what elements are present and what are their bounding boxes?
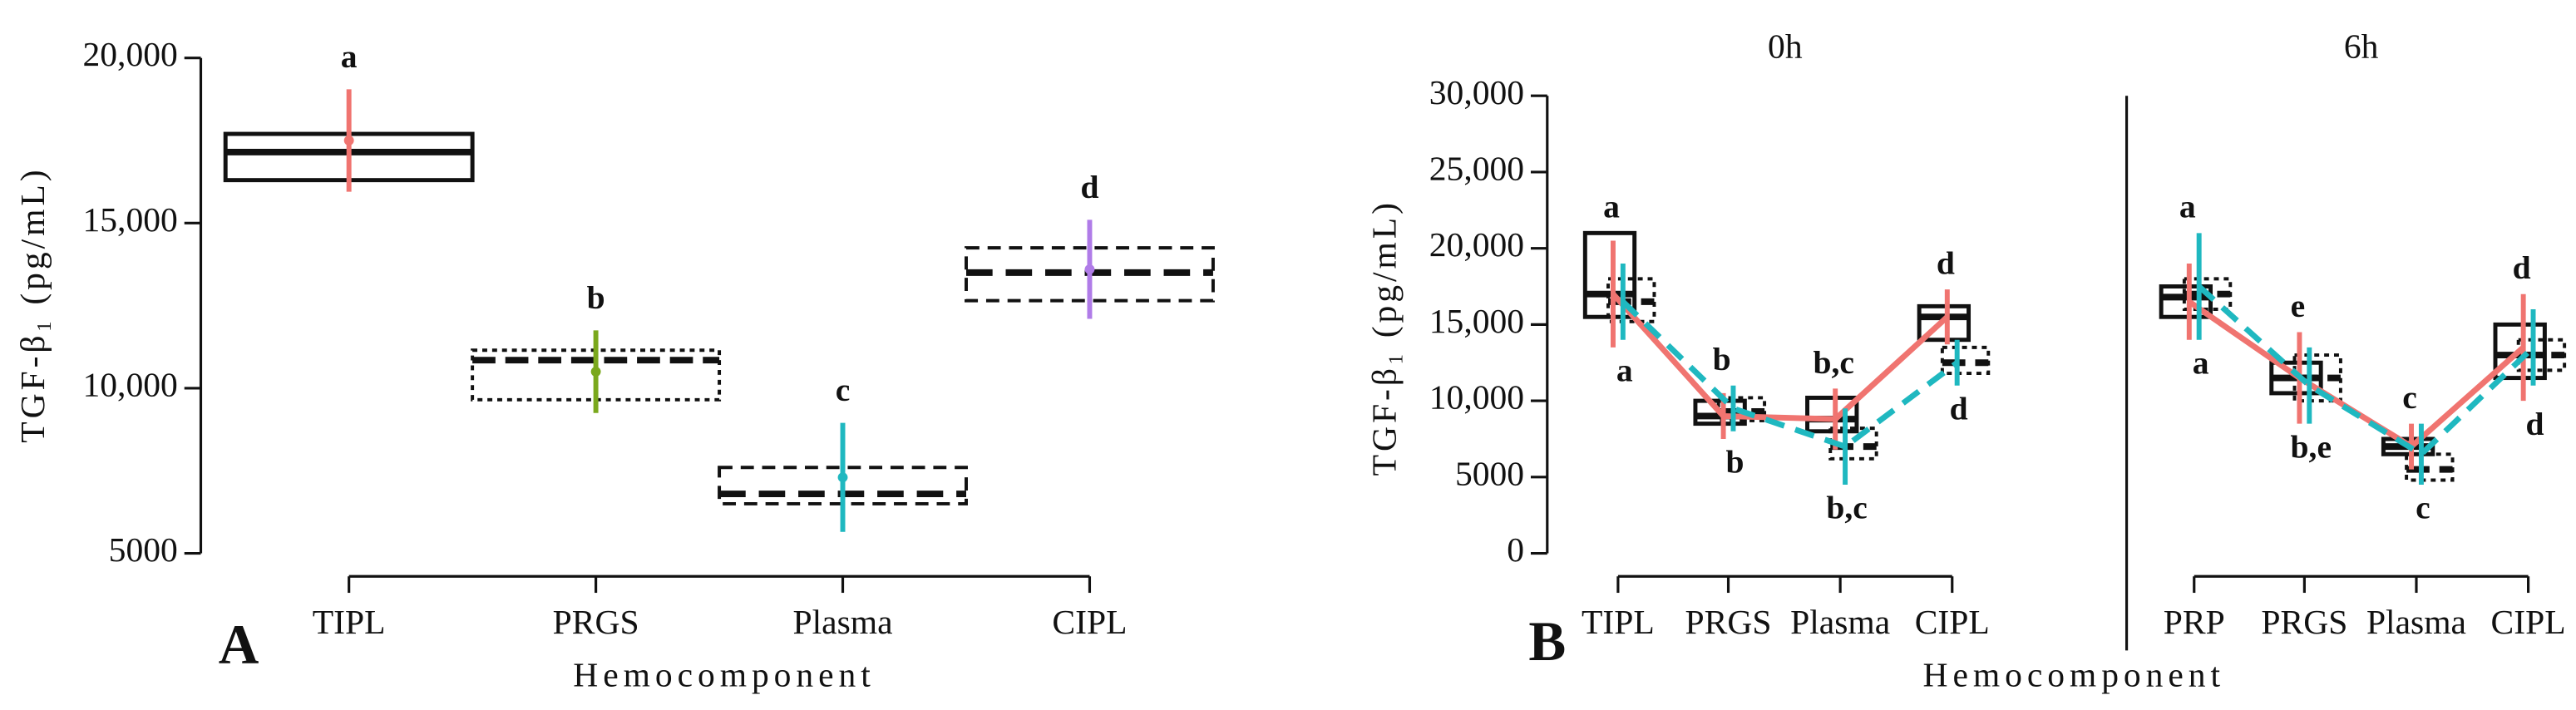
- significance-letter: b: [1713, 341, 1731, 377]
- y-tick-label: 5000: [1455, 454, 1524, 492]
- mean-point: [1084, 264, 1095, 274]
- y-tick-label: 30,000: [1429, 73, 1524, 111]
- significance-letter: b,e: [2291, 428, 2332, 465]
- facet-title: 0h: [1768, 27, 1803, 65]
- significance-letter: d: [1950, 391, 1968, 427]
- box: [2159, 284, 2213, 319]
- y-tick-label: 10,000: [82, 365, 177, 403]
- significance-letter: a: [2193, 344, 2209, 381]
- significance-letter: a: [341, 38, 358, 75]
- series-line: [1611, 292, 1950, 422]
- y-tick-label: 20,000: [1429, 225, 1524, 264]
- significance-letter: a: [2179, 189, 2196, 225]
- y-tick-label: 15,000: [82, 200, 177, 239]
- panel-label: B: [1528, 610, 1566, 673]
- box: [1606, 277, 1656, 323]
- significance-letter: d: [1080, 169, 1098, 205]
- x-tick-label: Plasma: [792, 603, 892, 641]
- y-tick-label: 10,000: [1429, 378, 1524, 417]
- y-axis-label: TGF-β₁ (pg/mL): [1364, 200, 1404, 476]
- significance-letter: e: [2291, 288, 2306, 324]
- significance-letter: b,c: [1813, 344, 1853, 381]
- y-axis-label: TGF-β₁ (pg/mL): [13, 166, 52, 442]
- significance-letter: c: [836, 372, 851, 408]
- significance-letter: d: [1937, 245, 1955, 282]
- x-tick-label: CIPL: [2491, 603, 2566, 641]
- y-tick-label: 15,000: [1429, 302, 1524, 340]
- significance-letter: b: [1725, 444, 1744, 481]
- y-tick-label: 0: [1507, 530, 1524, 569]
- x-tick-label: PRGS: [2261, 603, 2347, 641]
- x-tick-label: CIPL: [1052, 603, 1127, 641]
- x-axis-label: Hemocomponent: [573, 656, 875, 694]
- box: [2493, 322, 2547, 381]
- y-tick-label: 5000: [109, 530, 178, 569]
- x-tick-label: PRGS: [553, 603, 639, 641]
- significance-letter: c: [2402, 379, 2417, 416]
- significance-letter: c: [2416, 490, 2430, 526]
- significance-letter: a: [1603, 189, 1620, 225]
- mean-point: [590, 367, 601, 377]
- mean-point: [837, 472, 848, 483]
- x-tick-label: TIPL: [1582, 603, 1655, 641]
- box: [1716, 396, 1767, 422]
- significance-letter: b: [587, 279, 605, 316]
- x-axis-label: Hemocomponent: [1923, 656, 2225, 694]
- y-tick-label: 25,000: [1429, 149, 1524, 187]
- x-tick-label: PRGS: [1685, 603, 1772, 641]
- significance-letter: d: [2526, 406, 2544, 442]
- panel-label: A: [219, 614, 259, 676]
- significance-letter: a: [1616, 353, 1633, 389]
- significance-letter: b,c: [1826, 490, 1867, 526]
- x-tick-label: Plasma: [2366, 603, 2466, 641]
- series-line: [2187, 299, 2525, 451]
- x-tick-label: CIPL: [1915, 603, 1990, 641]
- mean-point: [343, 136, 354, 145]
- significance-letter: d: [2513, 249, 2531, 286]
- facet-title: 6h: [2344, 27, 2379, 65]
- series-line: [2197, 284, 2535, 458]
- x-tick-label: Plasma: [1790, 603, 1890, 641]
- x-tick-label: PRP: [2164, 603, 2225, 641]
- x-tick-label: TIPL: [313, 603, 386, 641]
- box: [1917, 303, 1971, 343]
- series-line: [1621, 299, 1959, 450]
- y-tick-label: 20,000: [82, 35, 177, 73]
